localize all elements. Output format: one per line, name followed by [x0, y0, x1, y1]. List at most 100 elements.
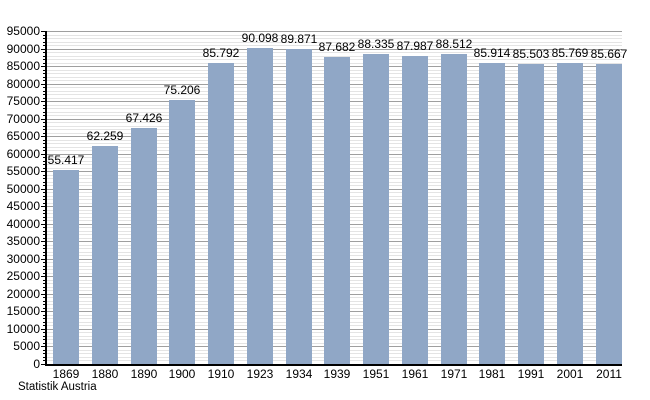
plot-area: 55.417 62.259 67.426 75.206 85.792 90.098 89.8…	[47, 31, 627, 364]
y-axis-tick	[43, 315, 46, 316]
x-axis-tick-label: 2011	[596, 367, 622, 381]
x-axis-tick-label: 1869	[52, 367, 80, 381]
bars-layer	[47, 31, 622, 364]
y-axis-tick	[43, 234, 46, 235]
y-axis-tick	[43, 56, 46, 57]
bar-1951	[363, 54, 389, 364]
y-axis-tick	[43, 322, 46, 323]
y-axis-tick	[43, 126, 46, 127]
y-axis-tick-label: 20000	[6, 287, 40, 301]
bar-1981	[479, 63, 505, 364]
y-axis-tick	[43, 336, 46, 337]
y-axis-tick	[43, 220, 46, 221]
y-axis-tick	[43, 273, 46, 274]
y-axis-tick	[43, 129, 46, 130]
y-axis-tick	[41, 101, 46, 102]
gridline-major	[47, 49, 622, 50]
x-axis-tick-label: 1890	[130, 367, 158, 381]
y-axis-tick	[43, 266, 46, 267]
y-axis-tick	[43, 59, 46, 60]
x-axis-tick-label: 1961	[401, 367, 429, 381]
y-axis-tick	[41, 364, 46, 365]
y-axis-tick	[41, 31, 46, 32]
bar-value-label: 62.259	[86, 129, 124, 143]
y-axis-tick	[43, 80, 46, 81]
y-axis-tick	[43, 182, 46, 183]
y-axis-tick	[43, 283, 46, 284]
y-axis-tick	[43, 231, 46, 232]
y-axis-tick-label: 35000	[6, 234, 40, 248]
x-axis-tick-label: 1951	[362, 367, 390, 381]
bar-1991	[518, 64, 544, 364]
y-axis-tick	[41, 241, 46, 242]
source-caption: Statistik Austria	[18, 381, 97, 393]
y-axis-tick	[43, 143, 46, 144]
y-axis-tick	[43, 168, 46, 169]
y-axis-tick	[43, 87, 46, 88]
y-axis-tick	[43, 308, 46, 309]
y-axis-tick	[43, 122, 46, 123]
y-axis-tick	[43, 112, 46, 113]
y-axis-tick	[41, 154, 46, 155]
y-axis-tick	[43, 105, 46, 106]
bar-value-label: 85.667	[590, 47, 628, 61]
y-axis-tick	[43, 210, 46, 211]
y-axis-tick	[43, 325, 46, 326]
x-axis-line	[45, 364, 622, 366]
y-axis-tick	[43, 217, 46, 218]
x-axis-tick-label: 1971	[440, 367, 468, 381]
y-axis-tick-label: 70000	[6, 112, 40, 126]
x-axis-tick-label: 1880	[91, 367, 119, 381]
y-axis-tick	[43, 133, 46, 134]
y-axis-tick	[43, 248, 46, 249]
gridline-minor	[47, 35, 622, 36]
bar-value-label: 85.792	[202, 46, 240, 60]
y-axis-tick-label: 10000	[6, 322, 40, 336]
y-axis-tick	[43, 185, 46, 186]
bar-1961	[402, 56, 428, 364]
y-axis-tick	[43, 73, 46, 74]
y-axis-tick-label: 60000	[6, 147, 40, 161]
y-axis-line	[45, 31, 47, 366]
bar-1880	[92, 146, 118, 364]
y-axis-tick	[43, 108, 46, 109]
y-axis-tick	[43, 150, 46, 151]
bar-1923	[247, 48, 273, 364]
y-axis-tick-label: 45000	[6, 199, 40, 213]
y-axis-tick	[43, 213, 46, 214]
y-axis-tick	[43, 140, 46, 141]
y-axis-tick-label: 40000	[6, 217, 40, 231]
y-axis-tick-label: 65000	[6, 129, 40, 143]
bar-1869	[53, 170, 79, 364]
y-axis-tick	[43, 301, 46, 302]
y-axis-tick-label: 55000	[6, 164, 40, 178]
bar-value-label: 75.206	[163, 83, 201, 97]
y-axis-tick	[41, 171, 46, 172]
y-axis-tick	[43, 147, 46, 148]
y-axis-tick	[41, 189, 46, 190]
y-axis-tick	[43, 238, 46, 239]
bar-value-label: 87.987	[396, 39, 434, 53]
y-axis-tick	[43, 350, 46, 351]
bar-1934	[286, 49, 312, 364]
bar-1890	[131, 128, 157, 364]
y-axis-tick	[43, 343, 46, 344]
y-axis-tick-label: 0	[33, 357, 40, 371]
y-axis-tick	[43, 178, 46, 179]
y-axis-tick	[43, 269, 46, 270]
x-axis-tick-label: 2001	[556, 367, 584, 381]
y-axis-tick	[41, 224, 46, 225]
bar-1971	[441, 54, 467, 364]
y-axis-tick	[41, 49, 46, 50]
y-axis-tick	[41, 329, 46, 330]
x-axis-tick-label: 1981	[478, 367, 506, 381]
y-axis-tick	[43, 157, 46, 158]
y-axis-tick	[43, 357, 46, 358]
x-axis-tick-label: 1991	[517, 367, 545, 381]
bar-value-label: 88.512	[435, 37, 473, 51]
y-axis-tick	[43, 192, 46, 193]
y-axis-tick	[43, 196, 46, 197]
gridline-minor	[47, 45, 622, 46]
y-axis-tick	[43, 360, 46, 361]
